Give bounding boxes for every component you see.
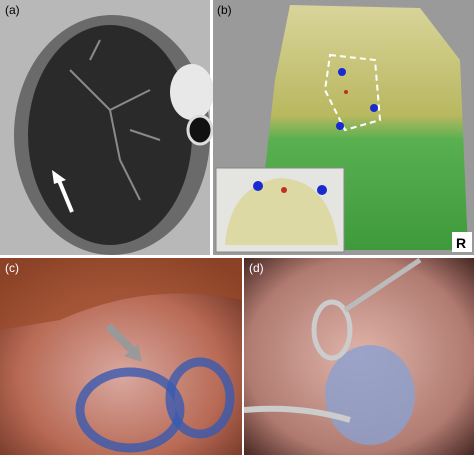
arrow-head <box>52 170 66 184</box>
dye-mark <box>75 367 185 453</box>
nodule <box>281 187 287 193</box>
panel-c: (c) <box>0 258 242 455</box>
panel-label: (a) <box>5 3 20 17</box>
airway <box>186 114 214 146</box>
panel-label: (c) <box>5 261 19 275</box>
dye-mark <box>165 357 235 439</box>
forceps-shaft <box>343 257 422 313</box>
orientation-box <box>452 232 472 252</box>
panel-label: (d) <box>249 261 264 275</box>
arrow-head <box>124 344 142 362</box>
marker <box>336 122 344 130</box>
vessels <box>69 39 161 201</box>
dyed-lung <box>325 345 415 445</box>
inset-lung <box>225 178 338 245</box>
arrow <box>56 177 74 213</box>
nodule <box>344 90 348 94</box>
mediastinum <box>170 64 214 120</box>
arrow <box>105 323 135 353</box>
panel-b: R (b) <box>213 0 474 255</box>
forceps-ring <box>311 299 353 361</box>
surrounding-tissue <box>0 258 242 330</box>
orientation-label: R <box>456 235 466 251</box>
marker <box>338 68 346 76</box>
lung-field <box>28 25 192 245</box>
panel-d: (d) <box>243 257 474 455</box>
marker <box>370 104 378 112</box>
panel-a: (a) <box>0 0 214 255</box>
marker <box>317 185 327 195</box>
stapler <box>243 405 351 423</box>
resection-outline <box>323 53 382 132</box>
panel-label: (b) <box>217 3 232 17</box>
marker <box>253 181 263 191</box>
